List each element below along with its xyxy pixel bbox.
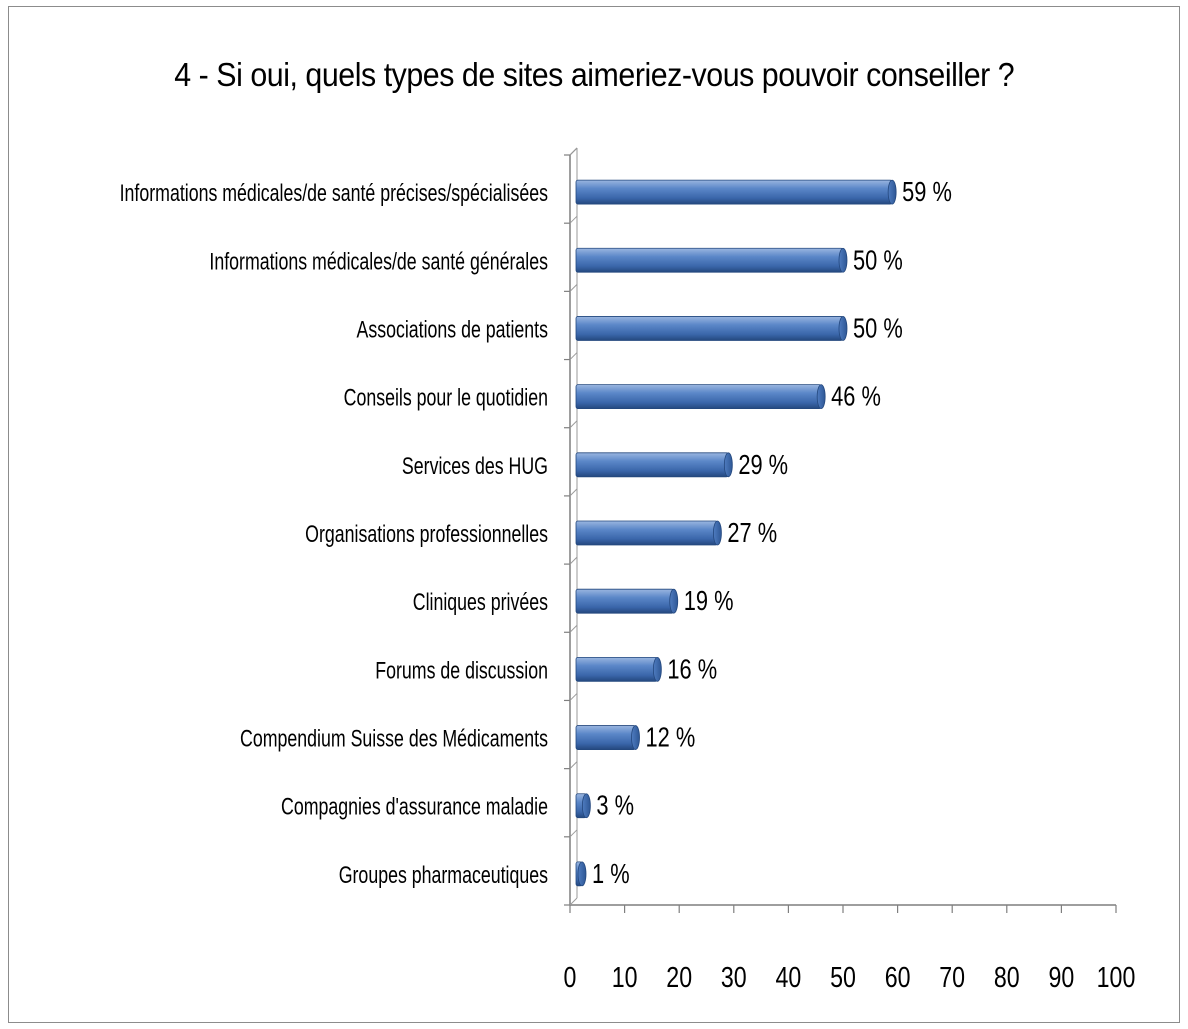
x-tick-label: 40 — [776, 960, 802, 993]
category-label: Informations médicales/de santé précises… — [120, 181, 548, 207]
bar — [576, 316, 843, 340]
y-axis-depth-tick — [570, 148, 577, 155]
y-axis-depth-tick — [570, 489, 577, 496]
x-tick-label: 10 — [612, 960, 638, 993]
bar-end-cap — [724, 453, 732, 477]
bar — [576, 726, 636, 750]
bar — [576, 453, 728, 477]
bar — [576, 657, 657, 681]
category-label: Associations de patients — [356, 317, 548, 343]
x-tick-label: 20 — [666, 960, 692, 993]
value-label: 12 % — [646, 722, 696, 753]
bar-end-cap — [839, 316, 847, 340]
bar-end-cap — [817, 385, 825, 409]
y-axis-depth-tick — [570, 762, 577, 769]
y-axis-depth-tick — [570, 557, 577, 564]
x-tick-label: 60 — [885, 960, 911, 993]
category-label: Groupes pharmaceutiques — [339, 862, 548, 888]
value-label: 59 % — [902, 177, 952, 208]
x-tick-label: 80 — [994, 960, 1020, 993]
y-axis-depth-tick — [570, 284, 577, 291]
value-label: 29 % — [738, 449, 788, 480]
bar-end-cap — [653, 657, 661, 681]
y-axis-depth-tick — [570, 625, 577, 632]
y-axis-depth-tick — [570, 693, 577, 700]
value-label: 50 % — [853, 245, 903, 276]
x-tick-label: 0 — [564, 960, 577, 993]
bar-end-cap — [888, 180, 896, 204]
value-label: 16 % — [667, 654, 717, 685]
bar-end-cap — [632, 726, 640, 750]
category-label: Forums de discussion — [375, 658, 548, 684]
category-label: Informations médicales/de santé générale… — [209, 249, 548, 275]
x-tick-label: 30 — [721, 960, 747, 993]
value-label: 46 % — [831, 381, 881, 412]
bar — [576, 385, 821, 409]
x-tick-label: 70 — [939, 960, 965, 993]
bar — [576, 589, 674, 613]
bar-end-cap — [582, 794, 590, 818]
category-label: Organisations professionnelles — [305, 522, 548, 548]
value-label: 50 % — [853, 313, 903, 344]
y-axis-depth-tick — [570, 830, 577, 837]
x-tick-label: 50 — [830, 960, 856, 993]
category-label: Compendium Suisse des Médicaments — [240, 726, 548, 752]
bar — [576, 180, 892, 204]
value-label: 27 % — [727, 517, 777, 548]
bar-end-cap — [713, 521, 721, 545]
value-label: 1 % — [592, 858, 630, 889]
bar-end-cap — [670, 589, 678, 613]
y-axis-depth-tick — [570, 216, 577, 223]
category-label: Compagnies d'assurance maladie — [281, 794, 548, 820]
bar-end-cap — [839, 248, 847, 272]
x-tick-label: 90 — [1049, 960, 1075, 993]
bar — [576, 521, 717, 545]
y-axis-depth-tick — [570, 421, 577, 428]
category-label: Services des HUG — [402, 453, 548, 479]
category-label: Cliniques privées — [413, 590, 548, 616]
y-axis-depth-tick — [570, 353, 577, 360]
label-layer: 0 10 20 30 40 50 60 70 80 90 100 Informations médic… — [120, 177, 1136, 994]
value-label: 19 % — [684, 586, 734, 617]
bar — [576, 248, 843, 272]
value-label: 3 % — [596, 790, 634, 821]
category-label: Conseils pour le quotidien — [344, 385, 548, 411]
bar-end-cap — [578, 862, 586, 886]
y-axis-depth-tick — [570, 898, 577, 905]
x-tick-label: 100 — [1097, 960, 1136, 993]
